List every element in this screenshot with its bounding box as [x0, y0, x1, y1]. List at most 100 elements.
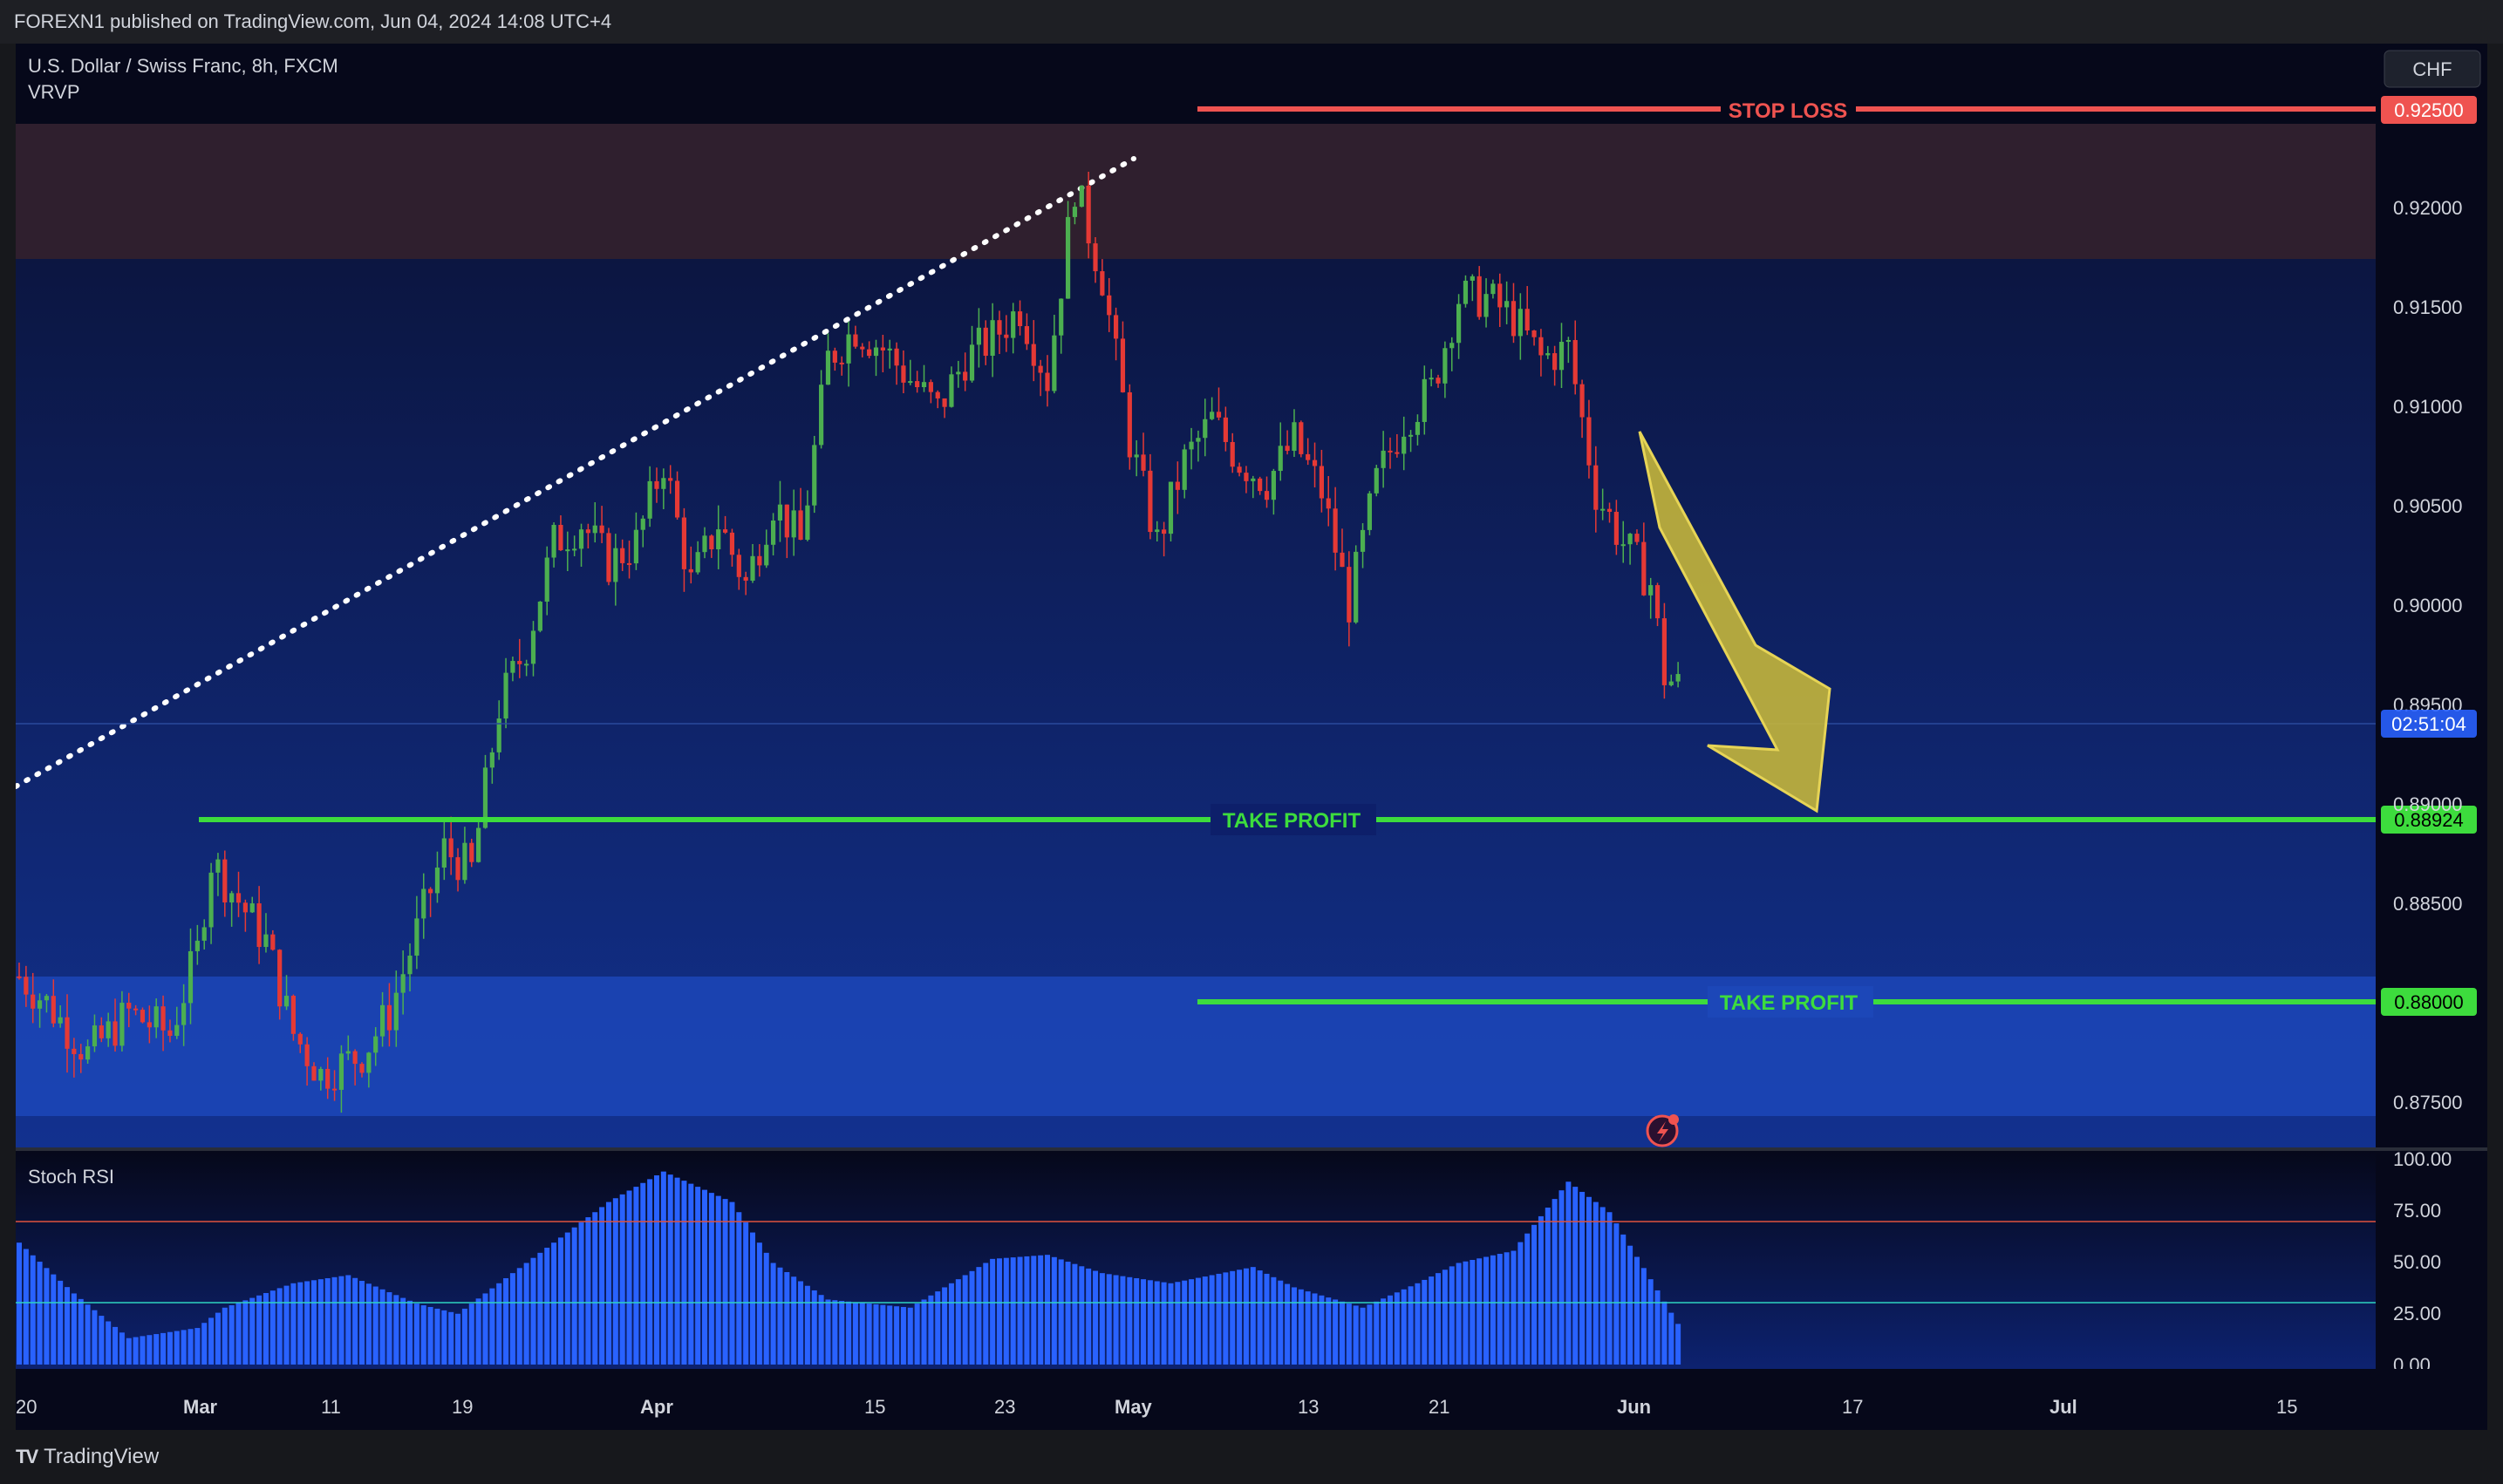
stoch-bar	[585, 1217, 591, 1365]
stoch-bar	[324, 1277, 331, 1365]
stoch-bar	[1620, 1234, 1627, 1365]
candle-body	[771, 520, 776, 545]
time-axis[interactable]	[16, 1369, 2487, 1430]
candle-body	[1203, 419, 1208, 439]
candle-body	[654, 480, 659, 489]
stoch-bar	[1319, 1295, 1325, 1365]
stoch-bar	[1517, 1242, 1524, 1365]
candle-body	[1490, 283, 1496, 295]
stoch-bar	[140, 1336, 146, 1365]
stoch-bar	[1565, 1181, 1572, 1365]
stoch-bar	[455, 1313, 461, 1365]
stoch-bar	[1401, 1289, 1407, 1365]
stoch-bar	[564, 1232, 570, 1365]
candle-body	[448, 838, 454, 858]
candle-body	[1175, 481, 1180, 490]
candle-body	[1189, 441, 1194, 450]
candle-body	[1134, 454, 1139, 458]
candle-body	[482, 767, 488, 828]
brand-name[interactable]: TradingView	[44, 1445, 160, 1468]
stoch-bar	[1298, 1289, 1304, 1365]
stoch-bar	[427, 1306, 433, 1365]
stoch-title: Stoch RSI	[28, 1166, 114, 1188]
candle-body	[894, 348, 899, 366]
stoch-bar	[900, 1306, 906, 1365]
candle-body	[1545, 353, 1551, 356]
candle-body	[887, 348, 892, 351]
stoch-bar	[23, 1249, 29, 1365]
stoch-bar	[1141, 1279, 1147, 1365]
stoch-bar	[1586, 1196, 1592, 1365]
candle-body	[31, 994, 36, 1009]
stoch-bar	[1175, 1282, 1181, 1365]
stoch-bar	[1668, 1312, 1674, 1365]
stoch-bar	[537, 1252, 543, 1365]
stoch-bar	[674, 1177, 680, 1365]
chart-canvas[interactable]: STOP LOSS 0.92500 TAKE PROFIT 0.88924 TA…	[13, 44, 2487, 1430]
price-tick: 0.89000	[2393, 793, 2463, 815]
stoch-bar	[976, 1267, 982, 1365]
stoch-bar	[1579, 1191, 1586, 1365]
candle-body	[1593, 465, 1599, 510]
stoch-bar	[750, 1232, 756, 1365]
stoch-bar	[78, 1298, 84, 1365]
candle-body	[1244, 473, 1249, 481]
stoch-bar	[1045, 1255, 1050, 1365]
currency-button[interactable]	[2384, 50, 2481, 88]
lightning-bolt-icon	[1657, 1121, 1668, 1142]
stoch-bar	[544, 1248, 550, 1365]
candle-body	[113, 1021, 118, 1046]
candle-body	[1511, 301, 1517, 337]
stoch-bar	[1572, 1187, 1579, 1365]
price-tick: 0.92000	[2393, 197, 2463, 219]
stoch-bar	[887, 1305, 893, 1365]
candle-body	[462, 842, 467, 881]
candle-body	[626, 562, 632, 565]
tradingview-logo-icon[interactable]: TV	[16, 1446, 38, 1467]
stoch-bar	[551, 1242, 557, 1365]
candle-body	[366, 1052, 372, 1073]
top-strip	[16, 44, 2376, 124]
stoch-bar	[448, 1311, 454, 1365]
stoch-bar	[1394, 1292, 1400, 1365]
stoch-bar	[1333, 1299, 1339, 1365]
candle-body	[661, 478, 666, 489]
countdown: 02:51:04	[2391, 713, 2466, 735]
stoch-bar	[188, 1329, 194, 1365]
candle-body	[674, 480, 680, 518]
candle-body	[208, 872, 214, 928]
stoch-bar	[921, 1299, 927, 1365]
candle-body	[1477, 276, 1482, 317]
candle-body	[1497, 283, 1503, 308]
stoch-bar	[1606, 1212, 1613, 1365]
candle-body	[613, 548, 618, 582]
stoch-bar	[1079, 1266, 1085, 1365]
stoch-bar	[496, 1283, 502, 1365]
candlestick-series	[17, 171, 1681, 1113]
stoch-bar	[962, 1275, 968, 1365]
candle-body	[147, 1022, 152, 1028]
pane-separator[interactable]	[16, 1147, 2487, 1151]
stoch-bar	[1202, 1276, 1208, 1365]
stoch-bar	[482, 1293, 488, 1365]
candle-body	[1504, 301, 1510, 308]
candle-body	[517, 661, 522, 664]
stoch-bar	[1003, 1257, 1009, 1365]
candle-body	[1620, 544, 1626, 547]
stoch-bar	[44, 1268, 50, 1365]
stoch-tick: 25.00	[2393, 1303, 2441, 1324]
stoch-bar	[1408, 1286, 1414, 1365]
notification-dot-icon	[1668, 1114, 1679, 1125]
candle-body	[1024, 326, 1030, 344]
candle-body	[716, 529, 721, 550]
candle-body	[133, 1008, 139, 1011]
stoch-bar	[133, 1337, 139, 1365]
stoch-bar	[1367, 1304, 1373, 1365]
stoch-bar	[955, 1279, 961, 1365]
stoch-bar	[983, 1263, 989, 1365]
stoch-bar	[530, 1257, 536, 1365]
stoch-bar	[215, 1312, 221, 1365]
chart-container[interactable]: STOP LOSS 0.92500 TAKE PROFIT 0.88924 TA…	[13, 44, 2487, 1430]
candle-body	[983, 327, 988, 356]
candle-body	[1031, 344, 1036, 366]
